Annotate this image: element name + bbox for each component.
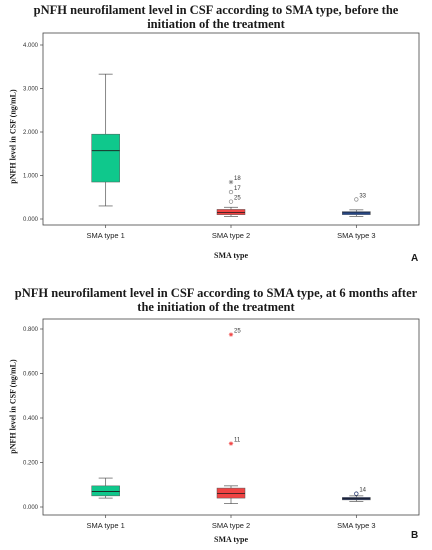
- y-tick-label: 0.400: [23, 416, 39, 422]
- chart-title-line: initiation of the treatment: [147, 17, 285, 31]
- y-tick-label: 3.000: [23, 87, 39, 93]
- chart-title-line: the initiation of the treatment: [137, 300, 295, 314]
- outlier-circle: [354, 491, 359, 496]
- chart-panel-b: pNFH neurofilament level in CSF accordin…: [0, 282, 432, 550]
- box-2: [216, 485, 246, 505]
- outlier-label: 11: [234, 438, 241, 444]
- y-tick-label: 0.000: [23, 505, 39, 511]
- outlier-star: [228, 179, 234, 185]
- box-2: [216, 206, 246, 217]
- box-plot-b: 0.000 0.200 0.400 0.600 0.800 SMA type 1 SMA t…: [23, 318, 420, 530]
- outlier-circle: [228, 189, 234, 195]
- outlier-label: 25: [234, 329, 241, 335]
- iqr-box: [216, 209, 246, 215]
- x-tick-label: SMA type 2: [212, 231, 250, 240]
- box-3: [342, 495, 371, 502]
- panel-letter: A: [411, 253, 419, 264]
- iqr-box: [91, 133, 120, 183]
- outlier-star: [228, 332, 234, 337]
- y-tick-label: 1.000: [23, 174, 39, 180]
- iqr-box: [216, 487, 246, 499]
- y-tick-label: 4.000: [23, 43, 39, 49]
- y-tick-label: 0.800: [23, 327, 39, 333]
- y-tick-label: 0.000: [23, 217, 39, 223]
- chart-title: pNFH neurofilament level in CSF accordin…: [0, 286, 432, 314]
- box-plot-a: 0.000 1.000 2.000 3.000 4.000 SMA type 1 SMA t…: [23, 32, 420, 240]
- box-1: [91, 73, 120, 207]
- x-tick-label: SMA type 3: [337, 521, 375, 530]
- outlier-star: [228, 441, 234, 446]
- chart-title-line: pNFH neurofilament level in CSF accordin…: [33, 3, 399, 17]
- x-tick-label: SMA type 2: [212, 521, 250, 530]
- outlier-label: 33: [359, 193, 366, 199]
- outlier-circle: [228, 199, 234, 204]
- x-axis-label: SMA type: [214, 535, 248, 544]
- outlier-label: 14: [359, 488, 366, 494]
- y-tick-label: 0.600: [23, 372, 39, 378]
- x-tick-label: SMA type 1: [86, 521, 124, 530]
- chart-title: pNFH neurofilament level in CSF accordin…: [0, 3, 432, 31]
- outlier-circle: [354, 197, 359, 202]
- chart-panel-a: pNFH neurofilament level in CSF accordin…: [0, 3, 432, 264]
- y-tick-label: 2.000: [23, 130, 39, 136]
- outlier-label: 17: [234, 186, 241, 192]
- outlier-label: 25: [234, 196, 241, 202]
- outlier-label: 18: [234, 176, 241, 182]
- box-3: [342, 209, 371, 217]
- x-axis-label: SMA type: [214, 251, 248, 260]
- y-tick-label: 0.200: [23, 461, 39, 467]
- x-tick-label: SMA type 1: [86, 231, 124, 240]
- iqr-box: [91, 485, 120, 497]
- x-tick-label: SMA type 3: [337, 231, 375, 240]
- panel-letter: B: [411, 530, 419, 541]
- box-1: [91, 477, 120, 499]
- chart-title-line: pNFH neurofilament level in CSF accordin…: [14, 286, 418, 300]
